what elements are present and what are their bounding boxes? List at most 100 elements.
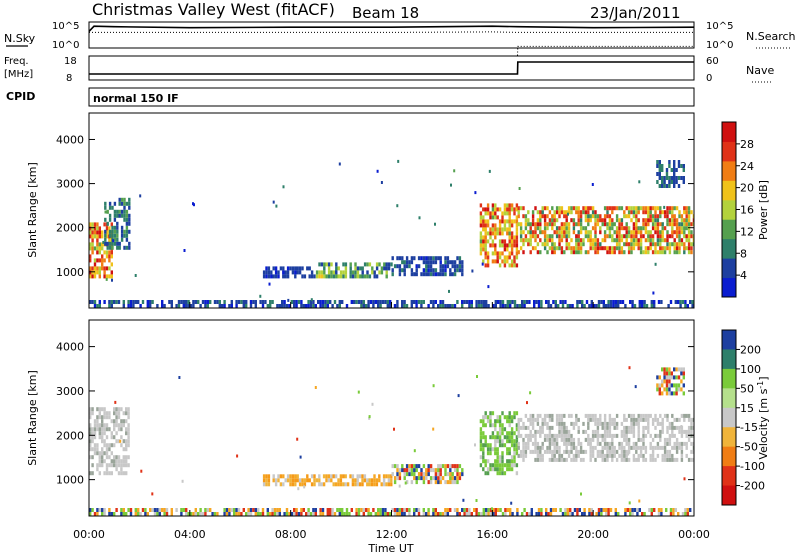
data-cell: [642, 206, 645, 211]
data-cell: [597, 512, 601, 516]
data-cell: [484, 263, 487, 268]
data-cell: [529, 413, 532, 418]
data-cell: [506, 304, 509, 308]
data-cell: [444, 472, 447, 477]
data-cell: [661, 453, 664, 458]
data-cell: [357, 300, 361, 304]
data-cell: [398, 256, 402, 261]
data-cell: [103, 451, 106, 456]
data-cell: [531, 246, 535, 251]
data-cell: [96, 304, 99, 308]
data-cell: [503, 463, 507, 468]
data-cell: [611, 441, 614, 446]
data-cell: [432, 508, 435, 512]
data-cell: [611, 457, 614, 462]
data-cell: [125, 411, 128, 416]
data-cell: [517, 222, 520, 227]
data-cell: [365, 304, 368, 308]
data-cell: [284, 478, 287, 483]
data-cell: [401, 508, 404, 512]
data-cell: [522, 457, 525, 462]
data-cell: [577, 234, 580, 239]
data-cell: [333, 512, 337, 516]
data-cell: [579, 230, 583, 235]
data-cell: [282, 474, 285, 479]
data-cell: [553, 250, 556, 255]
data-cell: [378, 478, 381, 483]
data-cell: [620, 238, 624, 243]
data-cell: [630, 429, 633, 434]
data-cell: [393, 464, 397, 469]
data-cell: [603, 457, 607, 462]
data-cell: [596, 246, 600, 251]
data-cell: [387, 266, 391, 271]
data-cell: [261, 512, 265, 516]
data-cell: [535, 300, 538, 304]
data-cell: [569, 508, 572, 512]
data-cell: [96, 467, 99, 472]
data-cell: [599, 453, 602, 458]
data-cell: [482, 207, 485, 212]
data-cell: [380, 266, 384, 271]
data-cell: [422, 260, 426, 265]
data-cell: [678, 222, 681, 227]
data-cell: [584, 437, 588, 442]
data-cell: [515, 239, 519, 244]
data-cell: [644, 250, 648, 255]
data-cell: [273, 508, 277, 512]
data-cell: [361, 474, 364, 479]
data-cell: [103, 431, 106, 436]
data-cell: [635, 222, 638, 227]
data-cell: [429, 468, 433, 473]
data-cell: [501, 231, 504, 236]
data-cell: [605, 508, 608, 512]
data-cell: [531, 449, 535, 454]
data-cell: [265, 266, 268, 271]
data-cell: [675, 218, 679, 223]
data-cell: [101, 407, 104, 412]
data-cell: [482, 455, 485, 460]
data-cell: [437, 304, 440, 308]
data-cell: [524, 226, 528, 231]
data-cell: [644, 218, 648, 223]
data-cell: [98, 407, 101, 412]
data-cell: [668, 441, 672, 446]
data-cell: [408, 260, 411, 265]
data-cell: [479, 447, 483, 452]
data-cell: [656, 453, 660, 458]
data-cell: [673, 184, 676, 188]
data-cell: [403, 472, 406, 477]
data-cell: [649, 218, 652, 223]
data-cell: [627, 250, 631, 255]
data-cell: [213, 512, 217, 516]
data-cell: [387, 474, 391, 479]
data-cell: [649, 441, 652, 446]
data-cell: [473, 508, 476, 512]
data-cell: [458, 512, 461, 516]
data-cell: [690, 457, 693, 462]
data-cell: [309, 304, 313, 308]
data-cell: [89, 431, 92, 436]
data-cell: [101, 455, 104, 460]
data-cell: [314, 508, 317, 512]
data-cell: [269, 300, 272, 304]
data-cell: [623, 413, 626, 418]
data-cell: [687, 457, 691, 462]
data-cell: [498, 263, 502, 268]
data-cell: [381, 300, 385, 304]
data-cell: [680, 164, 683, 168]
data-cell: [575, 445, 578, 450]
data-cell: [429, 464, 433, 469]
data-cell: [108, 258, 111, 263]
data-cell: [475, 300, 478, 304]
data-cell: [563, 433, 566, 438]
data-cell: [482, 459, 485, 464]
data-cell: [89, 246, 92, 251]
data-cell: [567, 433, 571, 438]
data-cell: [624, 304, 627, 308]
data-cell: [313, 474, 316, 479]
data-cell: [267, 474, 271, 479]
data-cell: [303, 274, 307, 279]
y-tick-label: 2000: [56, 222, 84, 235]
data-cell: [671, 210, 674, 215]
